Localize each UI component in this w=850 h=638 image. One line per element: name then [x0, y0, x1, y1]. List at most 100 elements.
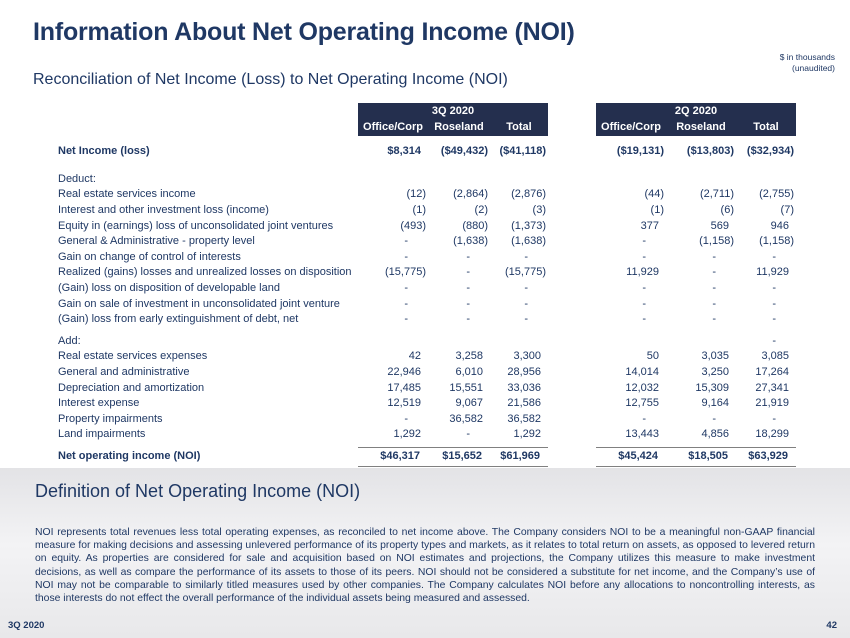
table-cell: - [466, 313, 470, 326]
period-label-2q2020: 2Q 2020 [674, 105, 718, 117]
table-cell: (880) [462, 219, 488, 232]
row-label: Deduct: [58, 172, 96, 185]
row-label: Real estate services expenses [58, 350, 208, 363]
column-headers-3q2020: Office/Corp Roseland Total [358, 119, 548, 136]
table-cell: 3,258 [455, 350, 483, 363]
table-cell: ($13,803) [686, 145, 734, 158]
table-row: (Gain) loss from early extinguishment of… [30, 312, 796, 328]
footer-quarter: 3Q 2020 [8, 620, 45, 631]
table-cell: 33,036 [507, 381, 541, 394]
table-cell: 15,551 [449, 381, 483, 394]
table-cell: - [404, 412, 408, 425]
column-header-total: Total [506, 121, 532, 133]
row-label: Net Income (loss) [58, 145, 150, 158]
table-row: General and administrative 22,946 6,010 28,… [30, 365, 796, 381]
units-note-line2: (unaudited) [791, 63, 835, 74]
section-title-definition: Definition of Net Operating Income (NOI) [35, 481, 361, 501]
table-cell: 21,919 [755, 397, 789, 410]
table-row: Add: - [30, 334, 796, 350]
table-cell: - [524, 313, 528, 326]
table-cell: ($32,934) [746, 145, 794, 158]
table-cell: - [642, 297, 646, 310]
table-cell: $46,317 [358, 446, 428, 467]
definition-section: Definition of Net Operating Income (NOI)… [0, 468, 850, 638]
table-cell: 15,309 [695, 381, 729, 394]
table-header-3q2020: 3Q 2020 Office/Corp Roseland Total [358, 103, 548, 136]
table-row: Realized (gains) losses and unrealized l… [30, 265, 796, 281]
table-cell: (2,755) [759, 188, 794, 201]
row-label: (Gain) loss on disposition of developabl… [58, 282, 280, 295]
table-cell: 11,929 [756, 266, 789, 279]
reconciliation-table: 3Q 2020 Office/Corp Roseland Total 2Q 20… [30, 103, 796, 467]
table-cell: - [524, 250, 528, 263]
table-row: Interest expense 12,519 9,067 21,586 12,755 9… [30, 396, 796, 412]
column-header-roseland: Roseland [434, 121, 484, 133]
table-cell: (2,876) [511, 188, 546, 201]
table-cell: ($41,118) [499, 145, 546, 158]
table-cell: 9,164 [701, 397, 729, 410]
table-cell: $15,652 [428, 446, 490, 467]
table-cell: - [524, 282, 528, 295]
table-cell: ($49,432) [440, 145, 488, 158]
table-cell: - [404, 235, 408, 248]
table-cell: - [466, 428, 470, 441]
table-cell: - [642, 250, 646, 263]
table-cell: 9,067 [455, 397, 483, 410]
table-cell: 50 [646, 350, 659, 363]
table-cell: - [404, 250, 408, 263]
table-cell: 13,443 [625, 428, 659, 441]
table-cell: - [712, 282, 716, 295]
row-label: Equity in (earnings) loss of unconsolida… [58, 219, 334, 232]
page-number: 42 [826, 620, 837, 631]
table-cell: (1) [412, 204, 426, 217]
row-label: (Gain) loss from early extinguishment of… [58, 313, 299, 326]
table-cell: - [772, 297, 776, 310]
table-cell: ($19,131) [616, 145, 664, 158]
table-cell: $18,505 [666, 446, 736, 467]
column-header-total: Total [753, 121, 779, 133]
table-cell: 42 [408, 350, 421, 363]
table-cell: $8,314 [387, 145, 421, 158]
table-header-row: 3Q 2020 Office/Corp Roseland Total 2Q 20… [30, 103, 796, 136]
table-row: Interest and other investment loss (inco… [30, 203, 796, 219]
reconciliation-table-body: Net Income (loss) $8,314 ($49,432) ($41,118… [30, 144, 796, 467]
column-header-office-corp: Office/Corp [601, 121, 661, 133]
table-cell: 946 [770, 219, 789, 232]
table-cell: - [466, 282, 470, 295]
table-cell: 3,300 [513, 350, 541, 363]
table-cell: 3,250 [701, 366, 729, 379]
table-cell: - [712, 297, 716, 310]
table-row: Property impairments - 36,582 36,582 - - - [30, 412, 796, 428]
table-cell: 14,014 [625, 366, 659, 379]
table-cell: - [642, 412, 646, 425]
header-gap-spacer [548, 103, 596, 136]
table-row: Net operating income (NOI) $46,317 $15,652… [30, 446, 796, 467]
table-cell: 22,946 [387, 366, 421, 379]
table-cell: (1) [650, 204, 664, 217]
table-cell: (1,158) [759, 235, 794, 248]
section-title-reconciliation: Reconciliation of Net Income (Loss) to N… [33, 71, 508, 88]
table-cell: - [404, 297, 408, 310]
table-cell: - [712, 266, 716, 279]
table-cell: - [712, 313, 716, 326]
table-cell: (6) [720, 204, 734, 217]
row-label: Gain on sale of investment in unconsolid… [58, 297, 340, 310]
table-row: Equity in (earnings) loss of unconsolida… [30, 218, 796, 234]
table-cell: 28,956 [507, 366, 541, 379]
table-cell: 18,299 [755, 428, 789, 441]
table-cell: (2,711) [699, 188, 734, 201]
table-header-2q2020: 2Q 2020 Office/Corp Roseland Total [596, 103, 796, 136]
table-cell: (44) [644, 188, 664, 201]
table-cell: 377 [640, 219, 659, 232]
table-cell: 4,856 [701, 428, 729, 441]
table-cell: - [712, 412, 716, 425]
table-cell: (12) [406, 188, 426, 201]
row-label: Depreciation and amortization [58, 381, 205, 394]
table-row: Real estate services expenses 42 3,258 3,30… [30, 349, 796, 365]
table-cell: - [772, 313, 776, 326]
table-cell: (2,864) [453, 188, 488, 201]
table-cell: (1,158) [699, 235, 734, 248]
table-cell: - [642, 235, 646, 248]
table-cell: (15,775) [385, 266, 426, 279]
row-label: Real estate services income [58, 188, 196, 201]
